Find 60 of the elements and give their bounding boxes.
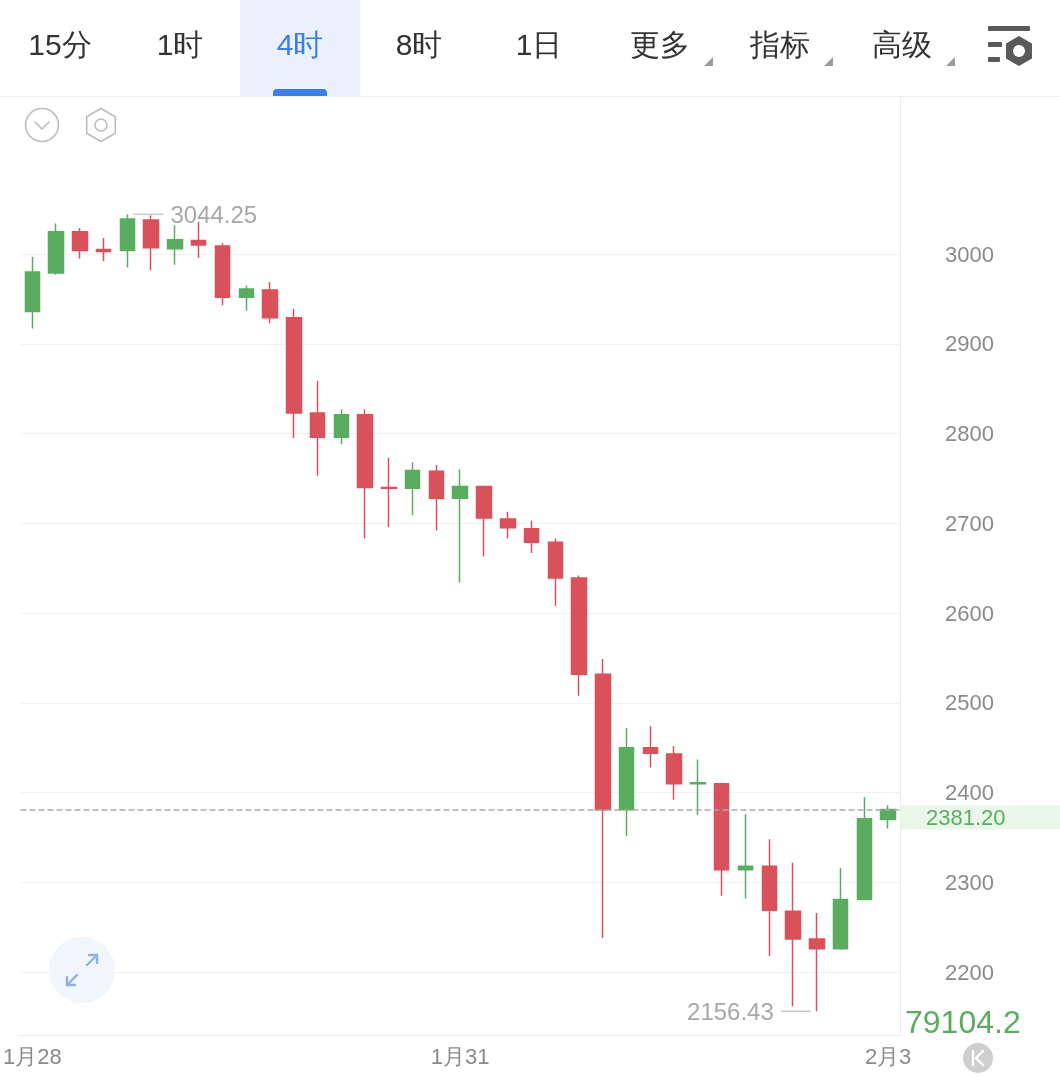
text: 指标	[750, 28, 810, 62]
text: 4时	[276, 28, 324, 62]
y-tick-label: 3000	[945, 241, 994, 267]
ref-line-label: 2381.20	[926, 805, 1006, 831]
candlestick	[356, 408, 374, 540]
candlestick	[380, 457, 398, 528]
candlestick	[713, 782, 730, 897]
candlestick	[737, 813, 754, 900]
candlestick	[428, 464, 445, 532]
candlestick	[95, 237, 112, 263]
y-tick-label: 2400	[945, 780, 994, 806]
y-tick-label: 2900	[945, 331, 994, 357]
candlestick	[856, 796, 873, 902]
y-tick-label: 2600	[945, 600, 994, 626]
candlestick	[214, 242, 231, 306]
candlestick	[333, 408, 350, 446]
annotation: 2156.43	[687, 997, 774, 1025]
candlestick	[309, 379, 326, 477]
text: 8时	[395, 28, 443, 62]
candlestick	[71, 227, 89, 260]
candlestick	[547, 537, 564, 607]
y-tick-label: 2200	[945, 959, 994, 985]
candlestick	[142, 214, 160, 271]
candlestick	[689, 758, 707, 816]
text: 1时	[156, 28, 204, 62]
candlestick	[808, 912, 826, 1013]
candlestick	[238, 284, 255, 312]
candlestick	[761, 838, 778, 957]
x-tick-label: 1月28	[2, 1043, 62, 1069]
text: 更多	[630, 28, 690, 62]
candlestick	[618, 727, 635, 837]
text: 15分	[28, 28, 92, 62]
y-tick-label: 2700	[945, 510, 994, 536]
candlestick	[451, 468, 469, 584]
candlestick	[47, 222, 65, 276]
x-tick-label: 1月31	[430, 1043, 490, 1069]
candlestick	[642, 725, 659, 769]
candlestick	[594, 658, 612, 939]
candlestick	[190, 221, 207, 259]
candlestick	[285, 308, 303, 439]
candlestick	[24, 256, 41, 330]
text: 1日	[515, 28, 563, 62]
candlestick	[523, 519, 540, 554]
y-tick-label: 2800	[945, 421, 994, 447]
candlestick	[119, 213, 136, 269]
candlestick	[784, 861, 802, 1008]
text: 79104.2	[905, 1004, 1021, 1040]
candlestick	[261, 281, 279, 324]
candlestick	[499, 510, 517, 540]
text: 高级	[872, 28, 932, 62]
candlestick	[832, 867, 849, 951]
y-tick-label: 2300	[945, 869, 994, 895]
y-tick-label: 2500	[945, 690, 994, 716]
candlestick	[404, 461, 421, 517]
candlestick	[166, 224, 184, 266]
candlestick	[570, 574, 588, 697]
candlestick	[665, 745, 683, 801]
candlestick	[475, 484, 493, 558]
x-tick-label: 2月3	[864, 1043, 912, 1069]
annotation: 3044.25	[170, 200, 258, 228]
